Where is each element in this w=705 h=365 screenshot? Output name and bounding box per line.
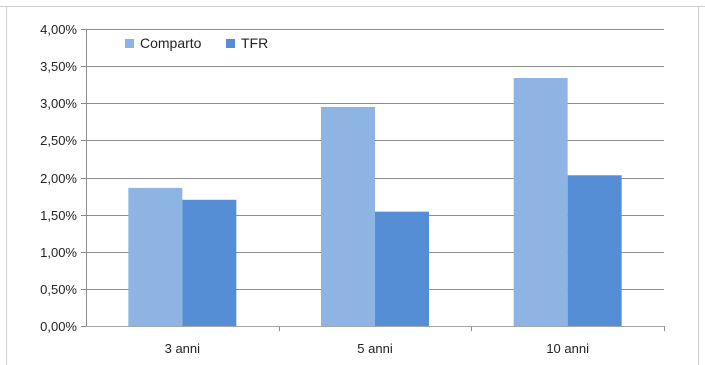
y-tick-label: 3,00%	[40, 96, 77, 111]
bar-tfr-1	[375, 211, 429, 326]
y-tick-label: 2,50%	[40, 133, 77, 148]
y-tick-label: 0,50%	[40, 282, 77, 297]
legend: Comparto TFR	[125, 35, 268, 51]
x-axis: 3 anni 5 anni 10 anni	[86, 326, 665, 356]
y-tick-label: 1,00%	[40, 245, 77, 260]
y-axis-ticks: 0,00% 0,50% 1,00% 1,50% 2,00% 2,50% 3,00% 3,50%…	[40, 22, 87, 334]
x-tick-label: 3 anni	[165, 341, 201, 356]
y-tick-label: 0,00%	[40, 319, 77, 334]
y-tick-label: 1,50%	[40, 208, 77, 223]
x-tick-label: 5 anni	[357, 341, 393, 356]
bar-comparto-0	[128, 187, 183, 326]
bars	[128, 78, 622, 327]
bar-tfr-2	[567, 175, 622, 326]
y-tick-label: 2,00%	[40, 171, 77, 186]
x-tick-label: 10 anni	[546, 341, 589, 356]
y-tick-label: 4,00%	[40, 22, 77, 37]
legend-swatch	[226, 39, 235, 48]
legend-label: TFR	[241, 35, 268, 51]
bar-tfr-0	[182, 199, 237, 326]
bar-comparto-2	[513, 78, 568, 326]
y-tick-label: 3,50%	[40, 59, 77, 74]
legend-swatch	[125, 39, 134, 48]
bar-comparto-1	[321, 106, 375, 327]
legend-label: Comparto	[140, 35, 202, 51]
